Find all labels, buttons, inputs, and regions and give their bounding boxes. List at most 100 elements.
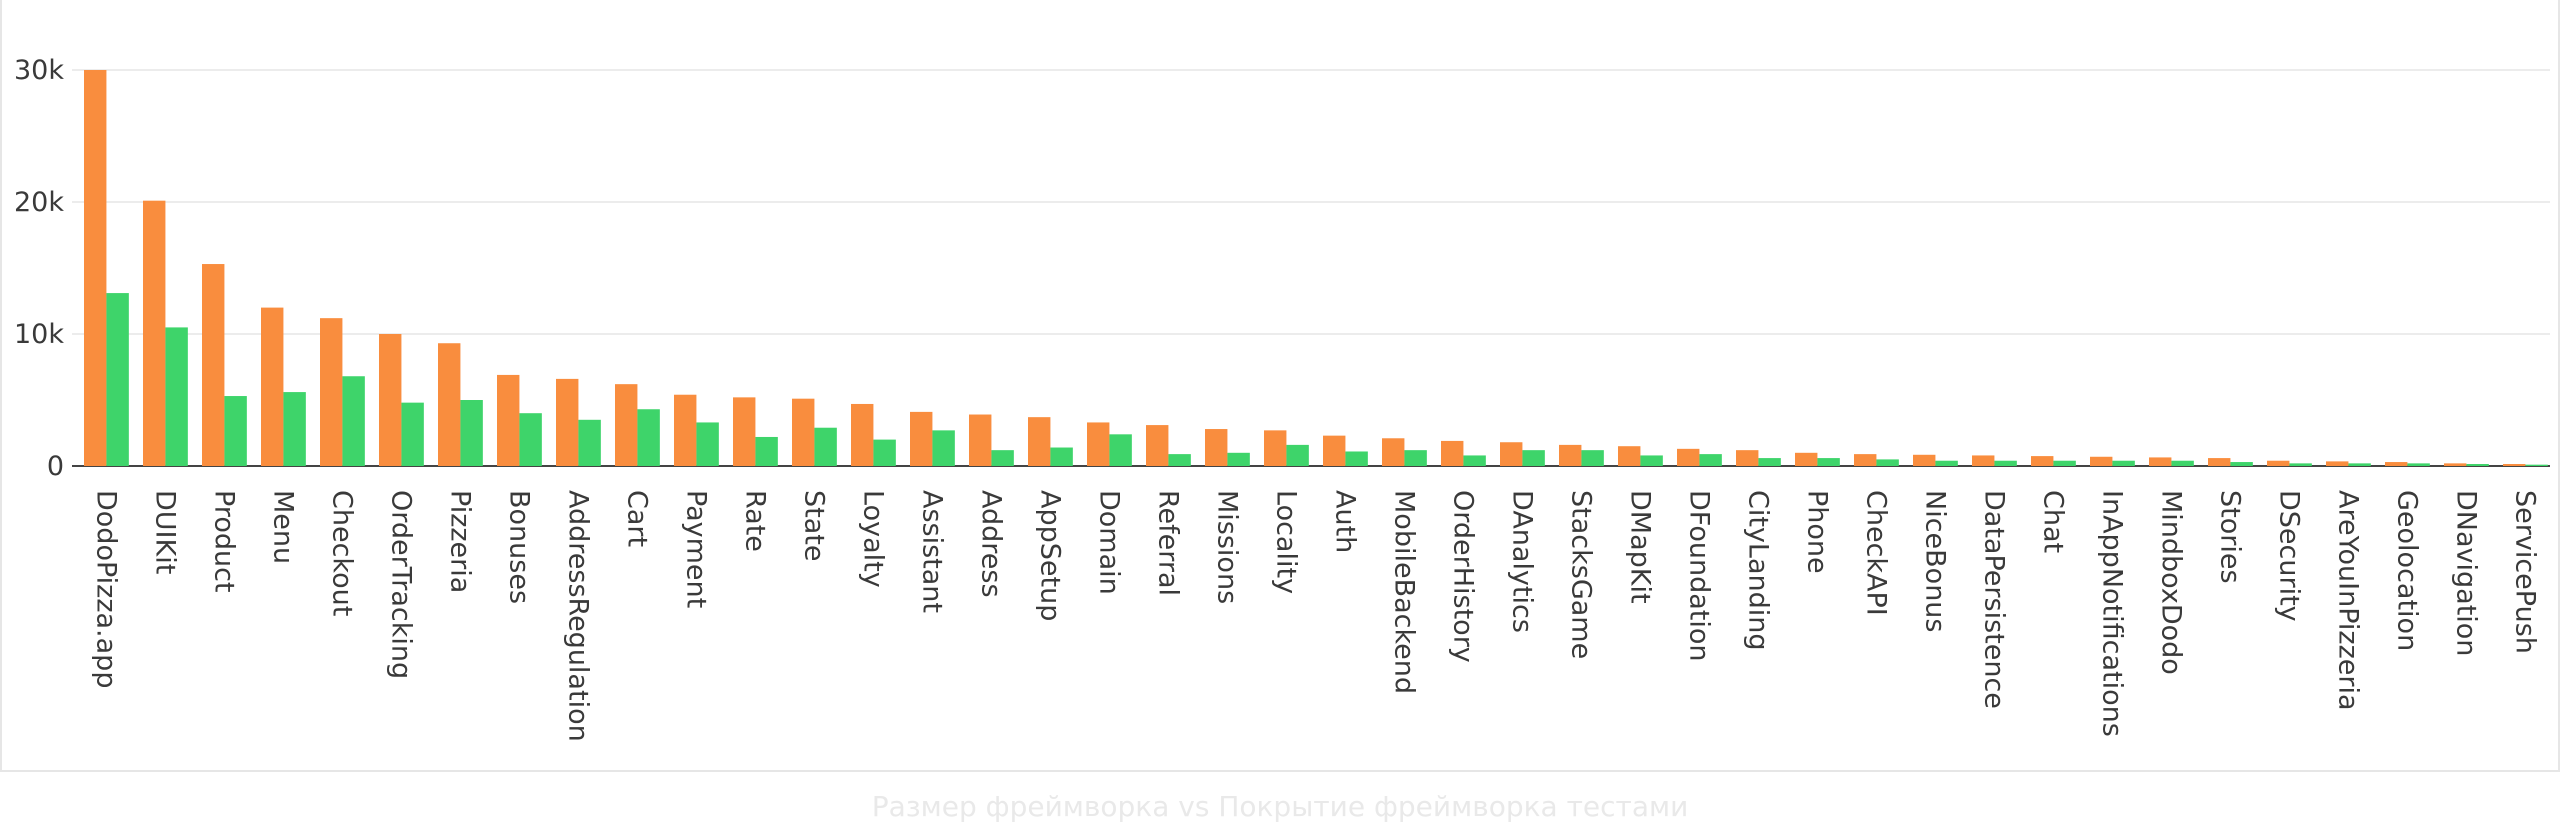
bar-series1 (1441, 440, 1464, 466)
x-tick-label: DataPersistence (1978, 490, 2009, 709)
bar-series1 (1854, 454, 1877, 466)
x-tick-label: NiceBonus (1919, 490, 1950, 633)
bar-series1 (2326, 461, 2349, 466)
x-tick-label: Product (208, 490, 239, 593)
bar-series1 (1382, 438, 1405, 466)
bar-series2 (165, 327, 188, 466)
x-axis-ticks: DodoPizza.app DUIKit Product Menu Checkout Or… (90, 490, 2540, 742)
bar-series1 (851, 403, 874, 466)
bar-series2 (814, 427, 837, 466)
x-tick-label: StacksGame (1565, 490, 1596, 659)
bar-series2 (991, 450, 1014, 466)
bar-series1 (2149, 457, 2172, 466)
bar-series2 (283, 392, 306, 466)
bar-series2 (755, 436, 778, 466)
bar-series2 (460, 400, 483, 466)
bar-series1 (615, 384, 638, 466)
bar-series2 (1404, 450, 1427, 466)
x-tick-label: CityLanding (1742, 490, 1773, 651)
x-tick-label: Rate (739, 490, 770, 552)
bar-series1 (84, 70, 107, 466)
x-tick-label: Loyalty (857, 490, 888, 588)
x-tick-label: DSecurity (2273, 490, 2304, 622)
y-tick-label: 30k (14, 55, 64, 86)
bar-series2 (401, 402, 424, 466)
x-tick-label: DMapKit (1624, 490, 1655, 604)
bar-series1 (1146, 425, 1169, 466)
bar-series2 (637, 409, 660, 466)
y-tick-label: 10k (14, 319, 64, 350)
x-tick-label: Locality (1270, 490, 1301, 594)
x-tick-label: Chat (2037, 490, 2068, 553)
x-tick-label: DodoPizza.app (90, 490, 121, 688)
bar-series2 (2171, 460, 2194, 466)
bar-series2 (578, 419, 601, 466)
bar-series2 (1050, 447, 1073, 466)
bar-series2 (1345, 451, 1368, 466)
x-tick-label: MobileBackend (1388, 490, 1419, 694)
chart-caption: Размер фреймворка vs Покрытие фреймворка… (871, 790, 1689, 823)
bar-series1 (202, 264, 225, 466)
x-tick-label: ServicePush (2509, 490, 2540, 654)
bar-series1 (1205, 429, 1228, 466)
bar-series1 (2090, 456, 2113, 466)
bar-series1 (261, 307, 284, 466)
chart-frame: 0 10k 20k 30k DodoPizza.app DUIKit Product Men… (0, 0, 2560, 772)
bar-series2 (1463, 455, 1486, 466)
bar-series1 (320, 318, 343, 466)
x-tick-label: Geolocation (2391, 490, 2422, 651)
bar-series1 (910, 411, 933, 466)
bar-series2 (1168, 454, 1191, 466)
x-tick-label: AddressRegulation (562, 490, 593, 742)
x-tick-label: Domain (1093, 490, 1124, 595)
bar-series1 (556, 378, 579, 466)
bar-series2 (1286, 444, 1309, 466)
bar-chart: 0 10k 20k 30k DodoPizza.app DUIKit Product Men… (14, 55, 2550, 742)
bar-series1 (438, 343, 461, 466)
bar-series2 (1522, 450, 1545, 466)
bars (84, 70, 2548, 466)
x-tick-label: Payment (680, 490, 711, 608)
bar-series1 (1795, 452, 1818, 466)
x-tick-label: DNavigation (2450, 490, 2481, 656)
bar-series2 (1640, 455, 1663, 466)
bar-series2 (1994, 460, 2017, 466)
bar-series1 (1028, 417, 1051, 466)
bar-series2 (1876, 459, 1899, 466)
bar-series1 (2208, 458, 2231, 466)
x-tick-label: Missions (1211, 490, 1242, 604)
bar-series2 (1758, 458, 1781, 466)
bar-series2 (106, 293, 129, 466)
bar-series2 (2525, 464, 2548, 466)
x-tick-label: AppSetup (1034, 490, 1065, 621)
x-tick-label: Auth (1329, 490, 1360, 553)
bar-series2 (1699, 454, 1722, 466)
bar-series1 (1618, 446, 1641, 466)
bar-series1 (1264, 430, 1287, 466)
bar-series2 (873, 439, 896, 466)
bar-series2 (2230, 462, 2253, 466)
bar-series1 (497, 374, 520, 466)
bar-series1 (733, 397, 756, 466)
bar-series2 (932, 430, 955, 466)
bar-series1 (1677, 448, 1700, 466)
x-tick-label: Phone (1801, 490, 1832, 574)
x-tick-label: Menu (267, 490, 298, 564)
bar-series2 (2466, 464, 2489, 466)
bar-series2 (224, 396, 247, 466)
bar-series1 (2503, 464, 2526, 466)
x-tick-label: Address (975, 490, 1006, 598)
x-tick-label: OrderHistory (1447, 490, 1478, 663)
y-axis-ticks: 0 10k 20k 30k (14, 55, 64, 482)
bar-series2 (1109, 434, 1132, 466)
bar-series1 (1972, 455, 1995, 466)
x-tick-label: Referral (1152, 490, 1183, 596)
x-tick-label: DUIKit (149, 490, 180, 574)
bar-series1 (143, 200, 166, 466)
bar-series1 (969, 414, 992, 466)
bar-series1 (1087, 422, 1110, 466)
bar-series2 (1581, 450, 1604, 466)
x-tick-label: DFoundation (1683, 490, 1714, 662)
x-tick-label: Cart (621, 490, 652, 547)
x-tick-label: InAppNotifications (2096, 490, 2127, 737)
